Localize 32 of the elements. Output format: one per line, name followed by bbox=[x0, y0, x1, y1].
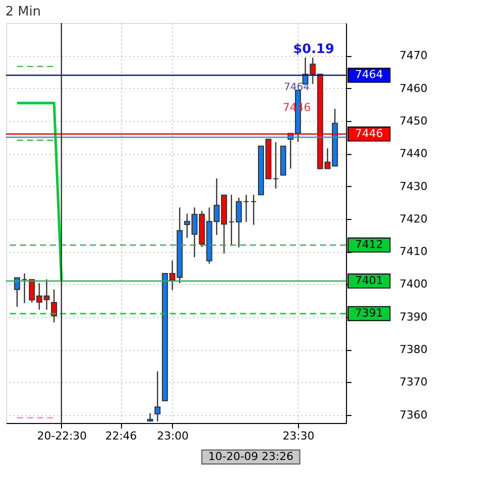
y-tick-label: 7430 bbox=[400, 180, 428, 193]
x-tick-label: 20-22:30 bbox=[37, 430, 87, 442]
candlestick bbox=[14, 277, 20, 308]
candlestick bbox=[21, 272, 28, 304]
ref-line-label: 7401 bbox=[355, 274, 383, 287]
ref-line-label: 7412 bbox=[355, 238, 383, 252]
x-tick-label: 23:30 bbox=[282, 430, 314, 442]
candlestick bbox=[272, 142, 279, 190]
y-tick-label: 7420 bbox=[400, 212, 428, 226]
y-tick-label: 7400 bbox=[400, 278, 428, 291]
y-tick-label: 7390 bbox=[400, 310, 428, 324]
text: 10-20-09 23:26 bbox=[208, 450, 294, 463]
annotation: $0.19 bbox=[293, 42, 334, 57]
y-tick-label: 7360 bbox=[400, 408, 428, 422]
annotation: 7464 bbox=[284, 82, 310, 93]
candlestick bbox=[228, 194, 234, 246]
y-tick-label: 7450 bbox=[400, 114, 428, 128]
y-tick-label: 7440 bbox=[400, 147, 428, 160]
candlestick bbox=[51, 288, 58, 324]
candlestick bbox=[154, 370, 161, 422]
y-tick-label: 7410 bbox=[400, 245, 428, 258]
y-tick-label: 7370 bbox=[400, 376, 428, 389]
x-tick-label: 23:00 bbox=[156, 430, 189, 442]
ref-line-label: 7464 bbox=[355, 68, 383, 82]
ref-line-label: 7446 bbox=[355, 127, 383, 140]
y-tick-label: 7460 bbox=[400, 82, 428, 95]
x-tick-label: 22:46 bbox=[105, 430, 137, 442]
ref-line-label: 7391 bbox=[355, 306, 383, 320]
y-tick-label: 7470 bbox=[400, 49, 428, 62]
chart-title: 2 Min bbox=[5, 4, 41, 20]
candlestick bbox=[250, 194, 257, 226]
y-tick-label: 7380 bbox=[400, 343, 428, 356]
